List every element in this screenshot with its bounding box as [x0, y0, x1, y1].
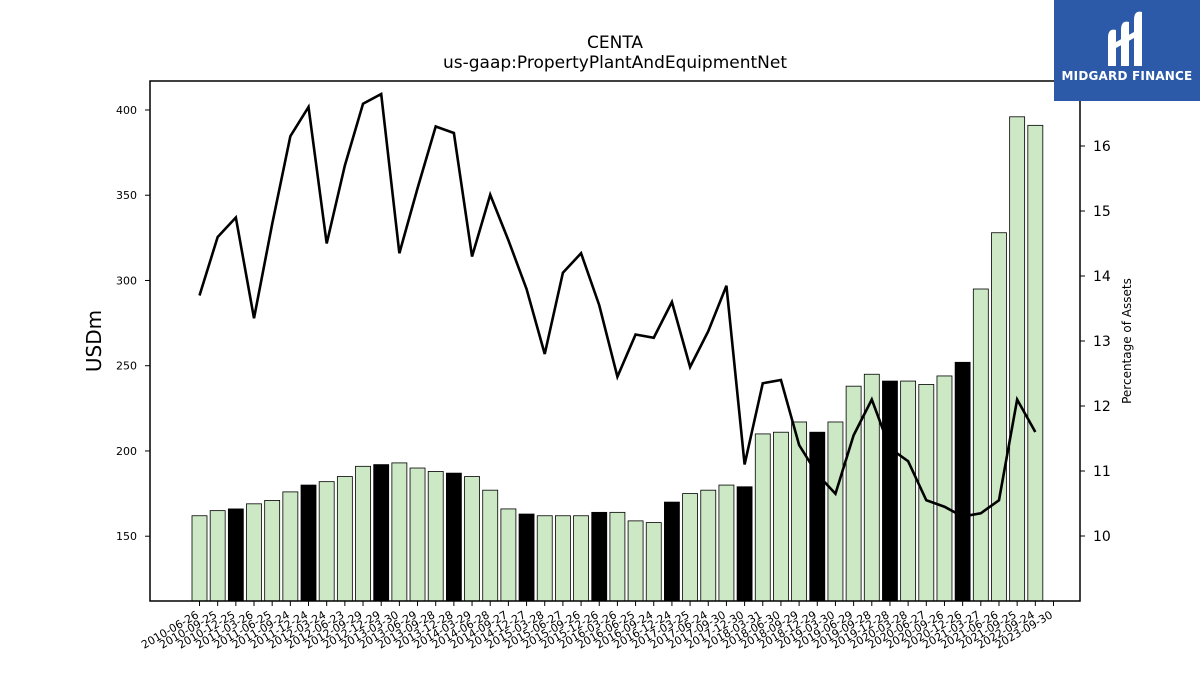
- bar: [536, 515, 553, 602]
- bar: [664, 501, 680, 602]
- bar: [736, 486, 753, 602]
- y-tick-label: 350: [116, 189, 137, 202]
- y-tick-label: 400: [116, 104, 137, 117]
- y2-tick-label: 13: [1093, 334, 1111, 350]
- bar: [773, 431, 789, 602]
- y2-tick-label: 10: [1093, 529, 1111, 545]
- bar: [918, 384, 935, 602]
- y-axis-label: USDm: [82, 310, 106, 372]
- bar: [1009, 116, 1026, 602]
- midgard-logo-icon: [1108, 11, 1142, 66]
- brand-logo: MIDGARD FINANCE: [1054, 0, 1200, 101]
- bar: [845, 385, 862, 602]
- bar: [718, 484, 735, 602]
- bar: [954, 361, 971, 602]
- bar: [318, 481, 335, 602]
- bar: [246, 503, 262, 602]
- y2-tick-label: 15: [1093, 204, 1111, 220]
- bar: [809, 431, 826, 602]
- bar: [373, 464, 390, 602]
- bar: [972, 288, 989, 602]
- bar: [409, 467, 426, 602]
- bar: [882, 380, 898, 602]
- bar: [827, 421, 844, 602]
- bar: [700, 489, 717, 602]
- bar: [900, 380, 917, 602]
- bar: [627, 520, 644, 602]
- y-tick-label: 200: [116, 445, 137, 458]
- bar: [518, 513, 535, 602]
- bar: [191, 515, 208, 602]
- bar: [936, 375, 953, 602]
- chart-subtitle: us-gaap:PropertyPlantAndEquipmentNet: [443, 53, 787, 73]
- bar: [791, 421, 808, 602]
- y2-tick-label: 12: [1093, 399, 1111, 415]
- chart-title: CENTA: [586, 33, 644, 53]
- bar: [682, 493, 698, 602]
- bar: [645, 522, 662, 602]
- bar: [555, 515, 571, 602]
- bar: [209, 510, 226, 602]
- y2-tick-label: 14: [1093, 269, 1111, 285]
- bar: [754, 433, 771, 602]
- y-tick-label: 250: [116, 360, 137, 373]
- bar: [391, 462, 408, 602]
- bar: [264, 500, 281, 602]
- series-line: [198, 91, 1037, 518]
- y2-tick-label: 11: [1093, 464, 1111, 480]
- bar: [573, 515, 589, 602]
- bar: [500, 508, 517, 602]
- bar: [445, 472, 462, 602]
- bar: [591, 511, 608, 602]
- bar: [427, 471, 444, 602]
- bar: [227, 508, 244, 602]
- y-tick-label: 300: [116, 274, 137, 287]
- y-tick-label: 150: [116, 530, 137, 543]
- bar: [991, 232, 1007, 602]
- bar: [355, 465, 371, 602]
- bar: [482, 489, 499, 602]
- bar: [609, 511, 626, 602]
- y2-axis-label: Percentage of Assets: [1120, 278, 1134, 404]
- logo-text: MIDGARD FINANCE: [1061, 69, 1193, 83]
- bar: [300, 484, 317, 602]
- bar: [282, 491, 299, 602]
- bar: [336, 476, 353, 602]
- y2-tick-label: 16: [1093, 139, 1111, 155]
- bar: [1027, 124, 1044, 602]
- bar: [464, 476, 480, 602]
